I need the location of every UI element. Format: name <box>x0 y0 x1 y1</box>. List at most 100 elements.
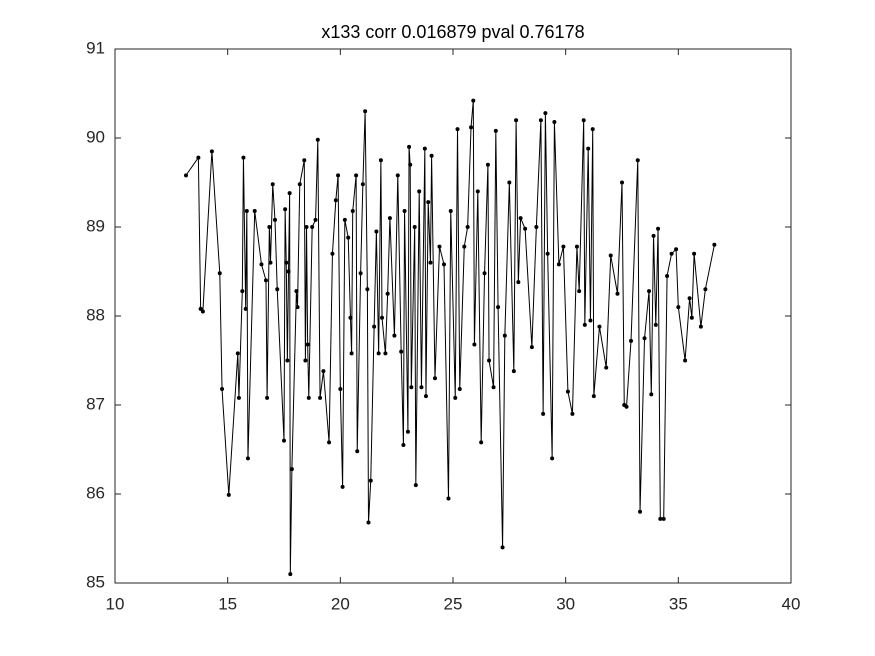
data-point <box>581 118 586 123</box>
data-point <box>426 200 431 205</box>
data-point <box>496 305 501 310</box>
data-point <box>272 217 277 222</box>
chart-title: x133 corr 0.016879 pval 0.76178 <box>321 22 584 42</box>
data-point <box>698 324 703 329</box>
data-point <box>283 207 288 212</box>
data-point <box>241 155 246 160</box>
data-point <box>313 217 318 222</box>
data-point <box>321 369 326 374</box>
data-point <box>385 291 390 296</box>
data-point <box>437 244 442 249</box>
data-point <box>270 182 275 187</box>
data-point <box>455 127 460 132</box>
data-point <box>465 225 470 229</box>
data-point <box>608 253 613 258</box>
data-point <box>518 216 523 221</box>
data-point <box>514 118 519 123</box>
data-point <box>303 358 308 363</box>
data-point <box>647 289 652 294</box>
data-point <box>297 182 302 187</box>
data-point <box>412 225 417 229</box>
data-point <box>304 225 309 229</box>
data-point <box>183 173 188 178</box>
data-point <box>624 404 629 409</box>
data-point <box>597 324 602 329</box>
data-point <box>358 271 363 276</box>
data-point <box>482 271 487 276</box>
data-point <box>217 271 222 276</box>
data-point <box>703 287 708 292</box>
data-point <box>245 456 250 461</box>
data-point <box>475 189 480 194</box>
data-point <box>336 173 341 178</box>
data-point <box>405 429 410 434</box>
data-point <box>407 144 412 149</box>
data-point <box>472 342 477 347</box>
data-point <box>561 244 566 249</box>
data-point <box>552 119 557 124</box>
y-tick-label: 87 <box>86 394 105 413</box>
y-tick-label: 91 <box>86 38 105 57</box>
data-point <box>383 351 388 356</box>
data-point <box>408 162 413 167</box>
data-point <box>236 395 241 400</box>
data-point <box>315 137 320 142</box>
data-point <box>615 291 620 296</box>
data-point <box>485 162 490 167</box>
x-tick-label: 40 <box>782 594 801 613</box>
data-point <box>355 449 360 454</box>
data-point <box>284 260 289 265</box>
data-point <box>240 289 245 294</box>
x-tick-label: 20 <box>331 594 350 613</box>
data-point <box>302 158 307 163</box>
data-point <box>198 306 203 311</box>
data-point <box>500 545 505 550</box>
data-point <box>658 516 663 521</box>
data-point <box>687 296 692 301</box>
data-point <box>556 262 561 267</box>
data-point <box>588 318 593 323</box>
data-point <box>511 369 516 374</box>
data-point <box>209 149 214 154</box>
data-point <box>374 229 379 234</box>
data-point <box>200 309 205 314</box>
data-point <box>380 315 385 320</box>
data-point <box>479 440 484 445</box>
x-tick-label: 15 <box>218 594 237 613</box>
data-point <box>392 333 397 338</box>
data-point <box>493 128 498 133</box>
data-point <box>669 251 674 256</box>
data-point <box>422 146 427 151</box>
data-point <box>428 260 433 265</box>
data-point <box>507 180 512 185</box>
data-point <box>582 322 587 327</box>
data-point <box>574 244 579 249</box>
data-point <box>586 146 591 151</box>
x-tick-label: 35 <box>669 594 688 613</box>
data-point <box>712 242 717 247</box>
data-point <box>487 358 492 363</box>
data-point <box>243 306 248 311</box>
data-point <box>366 520 371 525</box>
data-point <box>642 336 647 341</box>
data-point <box>441 262 446 267</box>
data-point <box>683 358 688 363</box>
data-point <box>348 315 353 320</box>
data-point <box>282 438 286 443</box>
data-point <box>448 208 453 213</box>
y-tick-label: 85 <box>86 572 105 591</box>
data-point <box>318 395 323 400</box>
data-point <box>244 208 249 213</box>
data-point <box>651 233 656 238</box>
data-point <box>330 251 335 256</box>
data-point <box>252 208 257 213</box>
data-point <box>545 251 550 256</box>
data-point <box>360 182 365 187</box>
data-point <box>342 217 347 222</box>
data-point <box>354 173 359 178</box>
data-point <box>294 289 299 294</box>
data-point <box>346 235 351 240</box>
data-point <box>327 440 332 445</box>
